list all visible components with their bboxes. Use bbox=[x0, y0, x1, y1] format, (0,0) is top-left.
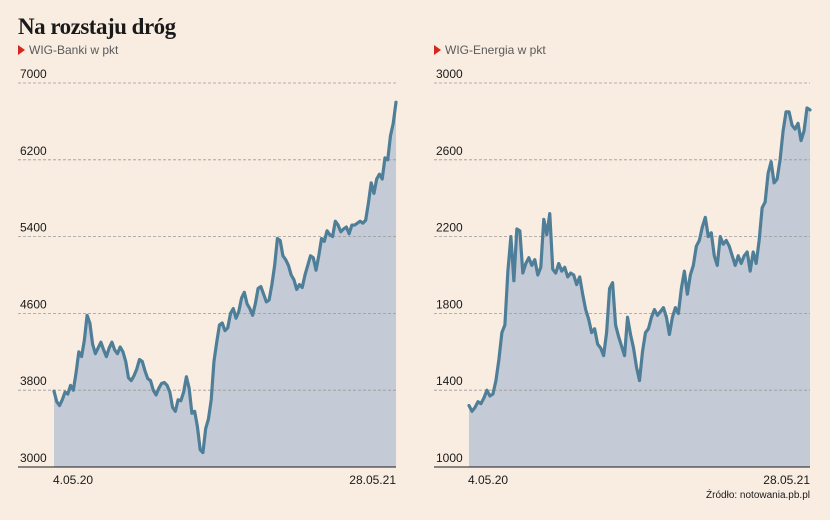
area-fill-right bbox=[469, 107, 810, 468]
source-note: Źródło: notowania.pb.pl bbox=[706, 490, 810, 501]
x-tick-label-left: 4.05.20 bbox=[53, 473, 93, 487]
x-tick-label-right: 28.05.21 bbox=[763, 473, 810, 487]
y-tick-label-right: 1000 bbox=[436, 451, 463, 465]
y-tick-label-right: 3000 bbox=[436, 67, 463, 81]
x-tick-label-left: 28.05.21 bbox=[349, 473, 396, 487]
red-triangle-icon bbox=[18, 45, 25, 55]
page-title: Na rozstaju dróg bbox=[18, 14, 176, 39]
chart-left-subtitle-text: WIG-Banki w pkt bbox=[29, 43, 119, 57]
y-tick-label-right: 1400 bbox=[436, 374, 463, 388]
y-tick-label-left: 3000 bbox=[20, 451, 47, 465]
y-tick-label-left: 3800 bbox=[20, 374, 47, 388]
y-tick-label-left: 4600 bbox=[20, 297, 47, 311]
series-line-right bbox=[467, 106, 812, 413]
x-tick-label-right: 4.05.20 bbox=[468, 473, 508, 487]
area-fill-left bbox=[54, 102, 396, 467]
chart-right-subtitle: WIG-Energia w pkt bbox=[434, 43, 546, 57]
red-triangle-icon bbox=[434, 45, 441, 55]
y-tick-label-left: 6200 bbox=[20, 144, 47, 158]
y-tick-label-left: 7000 bbox=[20, 67, 47, 81]
y-tick-label-right: 2200 bbox=[436, 221, 463, 235]
y-tick-label-right: 1800 bbox=[436, 297, 463, 311]
y-tick-label-right: 2600 bbox=[436, 144, 463, 158]
chart-right-subtitle-text: WIG-Energia w pkt bbox=[445, 43, 546, 57]
chart-left-subtitle: WIG-Banki w pkt bbox=[18, 43, 118, 57]
series-line-left bbox=[52, 100, 398, 455]
y-tick-label-left: 5400 bbox=[20, 221, 47, 235]
